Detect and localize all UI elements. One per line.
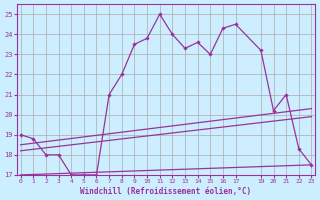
X-axis label: Windchill (Refroidissement éolien,°C): Windchill (Refroidissement éolien,°C) [80,187,252,196]
